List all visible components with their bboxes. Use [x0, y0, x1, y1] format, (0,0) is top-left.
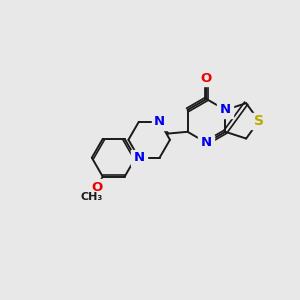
Text: S: S — [254, 114, 264, 128]
Text: CH₃: CH₃ — [80, 191, 102, 202]
Text: N: N — [201, 136, 212, 149]
Text: N: N — [154, 115, 165, 128]
Text: N: N — [220, 103, 231, 116]
Text: O: O — [91, 181, 102, 194]
Text: O: O — [201, 72, 212, 85]
Text: N: N — [133, 151, 144, 164]
